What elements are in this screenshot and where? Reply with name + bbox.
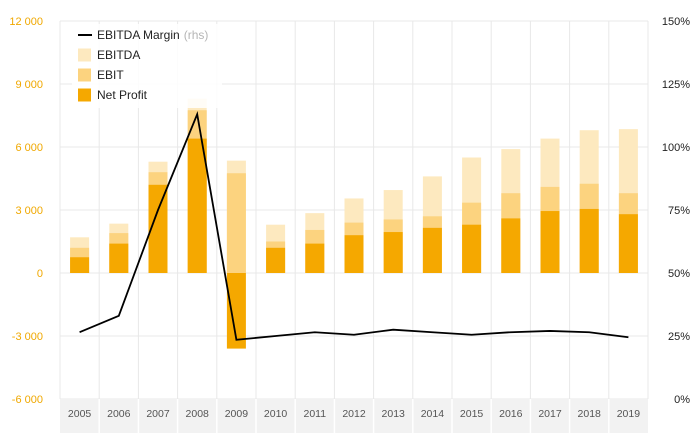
x-tick-label: 2013 [382,408,406,420]
legend-swatch [78,68,91,82]
bar-net-profit-2013 [383,232,403,273]
x-tick-label: 2009 [225,408,249,420]
bar-net-profit-2007 [148,184,168,273]
y-axis-right-ticks: 150% 125% 100% 75% 50% 25% 0% [662,16,690,406]
x-axis-strip [60,399,648,433]
x-tick-label: 2015 [460,408,484,420]
y2-tick-label: 0% [674,394,690,406]
bar-net-profit-2015 [462,224,482,273]
bar-net-profit-2008 [187,138,207,273]
y2-tick-label: 100% [662,142,690,154]
y2-tick-label: 25% [668,331,690,343]
y2-tick-label: 150% [662,16,690,28]
legend: EBITDA Margin (rhs) EBITDA EBIT Net Profit [72,24,222,108]
bar-net-profit-2016 [501,218,521,273]
legend-swatch [78,88,91,102]
legend-label-text: Net Profit [97,88,148,102]
x-tick-label: 2010 [264,408,288,420]
y-tick-label: -6 000 [12,394,43,406]
y2-tick-label: 50% [668,268,690,280]
bar-net-profit-2006 [109,243,129,273]
y-tick-label: 12 000 [9,16,43,28]
x-tick-label: 2016 [499,408,523,420]
y-axis-left-ticks: 12 000 9 000 6 000 3 000 0 -3 000 -6 000 [9,16,43,406]
bar-net-profit-2010 [266,247,286,273]
bar-net-profit-2005 [70,257,90,273]
legend-note: (rhs) [184,28,209,42]
bar-net-profit-2012 [344,235,364,273]
x-tick-label: 2018 [578,408,602,420]
x-tick-label: 2011 [304,408,327,420]
x-tick-label: 2005 [68,408,92,420]
y2-tick-label: 75% [668,205,690,217]
y-tick-label: -3 000 [12,331,43,343]
legend-label: Net Profit [97,88,148,102]
x-tick-label: 2019 [617,408,641,420]
legend-swatch [78,48,91,62]
x-axis-ticks: 2005 2006 2007 2008 2009 2010 2011 2012 2013 2014… [68,408,640,420]
legend-label-text: EBITDA [97,48,140,62]
x-tick-label: 2014 [421,408,445,420]
y-tick-label: 0 [37,268,43,280]
x-tick-label: 2008 [186,408,210,420]
x-tick-label: 2012 [342,408,366,420]
bars [70,98,638,349]
bar-net-profit-2011 [305,243,325,273]
bar-net-profit-2014 [422,227,442,273]
legend-label: EBITDA Margin (rhs) [97,28,208,42]
bar-net-profit-2018 [579,208,599,273]
margin-line-group [79,111,629,341]
legend-label-text: EBIT [97,68,124,82]
bar-net-profit-2009 [226,273,246,349]
x-tick-label: 2006 [107,408,131,420]
y-tick-label: 9 000 [15,79,43,91]
legend-label-text: EBITDA Margin [97,28,180,42]
bar-net-profit-2017 [540,211,560,273]
bar-net-profit-2019 [618,214,638,273]
x-tick-label: 2007 [146,408,170,420]
legend-background [72,24,222,108]
y-tick-label: 3 000 [15,205,43,217]
x-axis-band [60,399,648,433]
bar-ebit-2009 [226,173,246,273]
legend-label: EBITDA [97,48,140,62]
x-tick-label: 2017 [538,408,562,420]
y2-tick-label: 125% [662,79,690,91]
legend-label: EBIT [97,68,124,82]
y-tick-label: 6 000 [15,142,43,154]
